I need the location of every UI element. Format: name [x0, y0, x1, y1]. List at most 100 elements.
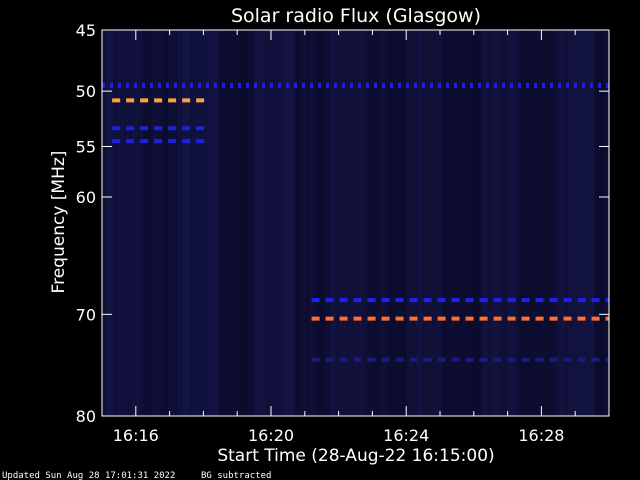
y-tick-label: 55 [76, 137, 96, 156]
noise-column [345, 30, 351, 416]
noise-column [543, 30, 549, 416]
emission-features [102, 82, 609, 362]
noise-column [243, 30, 250, 416]
y-tick-label: 60 [76, 188, 96, 207]
noise-column [583, 30, 590, 416]
noise-column [441, 30, 448, 416]
noise-column [223, 30, 230, 416]
noise-column [477, 30, 483, 416]
noise-column [568, 30, 575, 416]
noise-column [183, 30, 189, 416]
noise-column [142, 30, 149, 416]
noise-column [162, 30, 169, 416]
noise-column [360, 30, 367, 416]
noise-column [472, 30, 478, 416]
noise-column [193, 30, 199, 416]
noise-column [157, 30, 164, 416]
noise-column [487, 30, 493, 416]
noise-column [112, 30, 118, 416]
noise-column [147, 30, 154, 416]
noise-column [218, 30, 225, 416]
noise-column [548, 30, 554, 416]
noise-column [289, 30, 296, 416]
noise-column [228, 30, 235, 416]
x-axis-ticks: 16:16 16:20 16:24 16:28 [101, 30, 610, 445]
noise-column [532, 30, 539, 416]
noise-column [401, 30, 407, 416]
noise-column [436, 30, 443, 416]
noise-column [512, 30, 519, 416]
noise-column [203, 30, 209, 416]
noise-column [461, 30, 468, 416]
noise-column [507, 30, 514, 416]
noise-column [385, 30, 392, 416]
footer-updated-text: Updated Sun Aug 28 17:01:31 2022 [2, 471, 175, 480]
noise-column [152, 30, 159, 416]
noise-column [411, 30, 417, 416]
noise-column [167, 30, 174, 416]
noise-column [274, 30, 280, 416]
y-tick-label: 80 [76, 407, 96, 426]
chart-title: Solar radio Flux (Glasgow) [231, 5, 481, 27]
x-tick-label: 16:20 [248, 426, 294, 445]
y-tick-label: 50 [76, 82, 96, 101]
noise-column [137, 30, 144, 416]
noise-column [517, 30, 524, 416]
noise-column [320, 30, 326, 416]
x-tick-label: 16:16 [113, 426, 159, 445]
noise-column [132, 30, 138, 416]
noise-column [380, 30, 387, 416]
noise-column [279, 30, 286, 416]
noise-column [172, 30, 179, 416]
y-axis-label: Frequency [MHz] [49, 151, 69, 294]
noise-column [588, 30, 595, 416]
noise-column [497, 30, 504, 416]
y-tick-label: 45 [76, 21, 96, 40]
noise-column [299, 30, 306, 416]
noise-column [350, 30, 356, 416]
noise-column [406, 30, 412, 416]
noise-column [340, 30, 346, 416]
noise-column [198, 30, 204, 416]
noise-column [233, 30, 240, 416]
noise-column [208, 30, 215, 416]
noise-column [314, 30, 321, 416]
noise-column [304, 30, 311, 416]
noise-column [456, 30, 463, 416]
noise-column [578, 30, 585, 416]
noise-column [446, 30, 453, 416]
noise-column [325, 30, 331, 416]
noise-column [238, 30, 245, 416]
noise-column [538, 30, 544, 416]
noise-column [294, 30, 301, 416]
noise-column [188, 30, 194, 416]
noise-column [573, 30, 580, 416]
noise-column [467, 30, 473, 416]
noise-column [102, 30, 108, 416]
noise-column [335, 30, 341, 416]
noise-column [482, 30, 488, 416]
noise-column [264, 30, 270, 416]
noise-column [431, 30, 438, 416]
y-axis-ticks: 45 50 55 60 70 80 [76, 21, 609, 426]
noise-column [522, 30, 529, 416]
noise-column [249, 30, 255, 416]
x-axis-label: Start Time (28-Aug-22 16:15:00) [217, 446, 494, 466]
noise-column [527, 30, 534, 416]
noise-column [309, 30, 316, 416]
noise-column [421, 30, 427, 416]
noise-column [593, 30, 600, 416]
plot-area [102, 30, 610, 416]
noise-column [416, 30, 422, 416]
noise-column [259, 30, 265, 416]
noise-column [553, 30, 559, 416]
noise-column [330, 30, 336, 416]
noise-column [365, 30, 372, 416]
noise-column [213, 30, 220, 416]
noise-column [451, 30, 458, 416]
noise-column [563, 30, 569, 416]
noise-column [492, 30, 498, 416]
noise-column [603, 30, 610, 416]
noise-column [502, 30, 509, 416]
